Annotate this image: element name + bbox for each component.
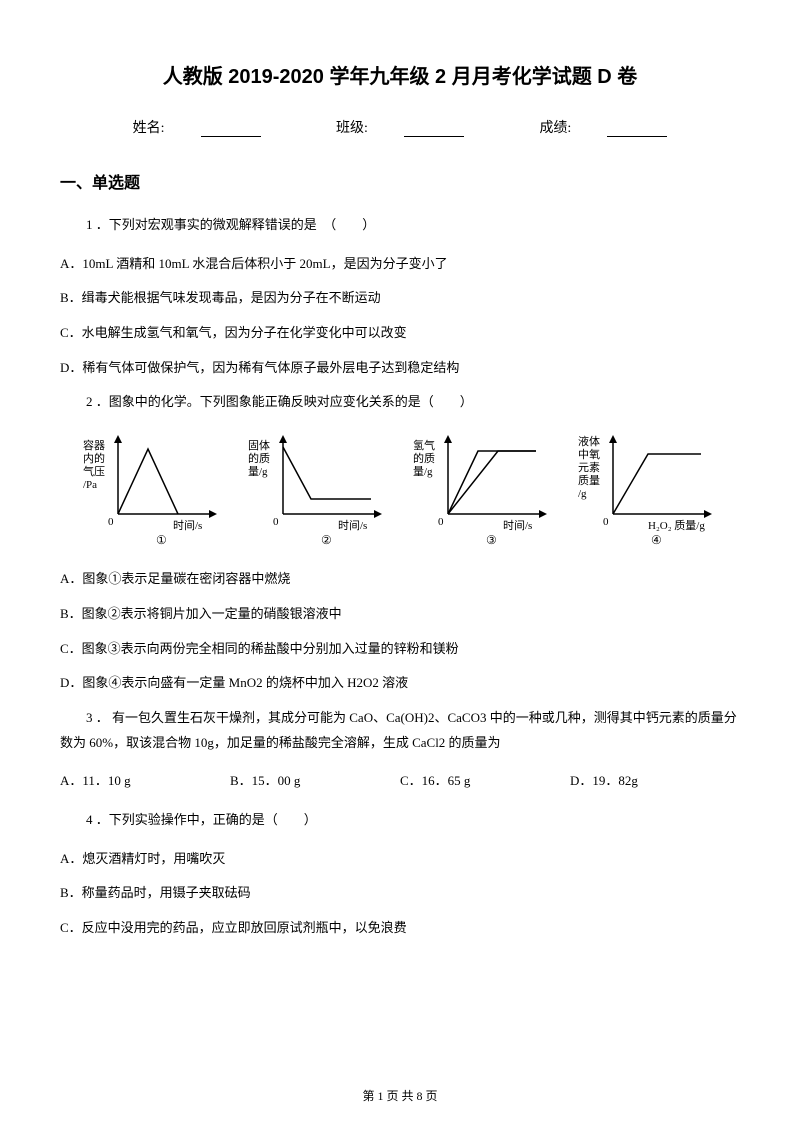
svg-text:0: 0: [108, 516, 114, 528]
chart3-yl2: 的质: [413, 451, 435, 465]
chart3-yl3: 量/g: [413, 465, 433, 478]
q2-stem: 2 ．图象中的化学。下列图象能正确反映对应变化关系的是（ ）: [60, 390, 740, 415]
chart4-yl1: 液体: [578, 434, 600, 448]
q1-opt-b: B．缉毒犬能根据气味发现毒品，是因为分子在不断运动: [60, 286, 740, 311]
footer-prefix: 第: [362, 1089, 377, 1103]
score-label: 成绩:: [539, 121, 571, 136]
chart1-yl3: 气压: [83, 464, 105, 478]
class-blank: [404, 123, 464, 137]
q1-stem: 1 ．下列对宏观事实的微观解释错误的是 （ ）: [60, 213, 740, 238]
q3-stem: 3 ． 有一包久置生石灰干燥剂，其成分可能为 CaO、Ca(OH)2、CaCO3…: [60, 706, 740, 755]
q4-opt-b: B．称量药品时，用镊子夹取砝码: [60, 881, 740, 906]
score-blank: [607, 123, 667, 137]
chart-1: 容器 内的 气压 /Pa 0 时间/s ①: [78, 429, 228, 549]
q3-options: A．11．10 g B．15．00 g C．16．65 g D．19．82g: [60, 769, 740, 794]
q4-stem: 4 ．下列实验操作中，正确的是（ ）: [60, 808, 740, 833]
class-label: 班级:: [336, 121, 368, 136]
svg-text:0: 0: [438, 516, 444, 528]
q3-opt-b: B．15．00 g: [230, 769, 400, 794]
chart4-yl4: 质量: [578, 474, 600, 487]
chart1-yl2: 内的: [83, 451, 105, 465]
q1-opt-d: D．稀有气体可做保护气，因为稀有气体原子最外层电子达到稳定结构: [60, 356, 740, 381]
charts-row: 容器 内的 气压 /Pa 0 时间/s ① 固体 的质 量/g 0 时间/s ②…: [60, 429, 740, 549]
chart2-yl1: 固体: [248, 438, 270, 452]
chart4-xlabel: H₂O₂ 质量/g: [648, 519, 705, 532]
page-title: 人教版 2019-2020 学年九年级 2 月月考化学试题 D 卷: [60, 60, 740, 89]
chart2-xlabel: 时间/s: [338, 519, 367, 532]
footer-suffix: 页: [423, 1089, 438, 1103]
chart2-yl3: 量/g: [248, 465, 268, 478]
name-blank: [201, 123, 261, 137]
q3-opt-d: D．19．82g: [570, 769, 740, 794]
info-line: 姓名: 班级: 成绩:: [60, 117, 740, 137]
q3-opt-c: C．16．65 g: [400, 769, 570, 794]
chart4-yl5: /g: [578, 488, 587, 500]
name-label: 姓名:: [133, 121, 165, 136]
q2-opt-a: A．图象①表示足量碳在密闭容器中燃烧: [60, 567, 740, 592]
q2-opt-c: C．图象③表示向两份完全相同的稀盐酸中分别加入过量的锌粉和镁粉: [60, 637, 740, 662]
section-title: 一、单选题: [60, 169, 740, 193]
q1-opt-c: C．水电解生成氢气和氧气，因为分子在化学变化中可以改变: [60, 321, 740, 346]
svg-text:0: 0: [603, 516, 609, 528]
q2-opt-b: B．图象②表示将铜片加入一定量的硝酸银溶液中: [60, 602, 740, 627]
q4-opt-a: A．熄灭酒精灯时，用嘴吹灭: [60, 847, 740, 872]
chart4-num: ④: [651, 533, 662, 547]
footer-mid: 页 共: [383, 1089, 416, 1103]
svg-text:0: 0: [273, 516, 279, 528]
chart1-xlabel: 时间/s: [173, 519, 202, 532]
chart3-num: ③: [486, 533, 497, 547]
chart-2: 固体 的质 量/g 0 时间/s ②: [243, 429, 393, 549]
chart4-yl3: 元素: [578, 461, 600, 474]
chart-3: 氢气 的质 量/g 0 时间/s ③: [408, 429, 558, 549]
chart1-yl1: 容器: [83, 438, 105, 452]
chart-4: 液体 中氧 元素 质量 /g 0 H₂O₂ 质量/g ④: [573, 429, 723, 549]
chart3-yl1: 氢气: [413, 438, 435, 452]
q4-opt-c: C．反应中没用完的药品，应立即放回原试剂瓶中，以免浪费: [60, 916, 740, 941]
chart2-num: ②: [321, 533, 332, 547]
q1-opt-a: A．10mL 酒精和 10mL 水混合后体积小于 20mL，是因为分子变小了: [60, 252, 740, 277]
chart1-num: ①: [156, 533, 167, 547]
q2-opt-d: D．图象④表示向盛有一定量 MnO2 的烧杯中加入 H2O2 溶液: [60, 671, 740, 696]
chart4-yl2: 中氧: [578, 447, 600, 461]
chart1-yl4: /Pa: [83, 479, 97, 491]
page-footer: 第 1 页 共 8 页: [0, 1087, 800, 1104]
q3-opt-a: A．11．10 g: [60, 769, 230, 794]
chart3-xlabel: 时间/s: [503, 519, 532, 532]
chart2-yl2: 的质: [248, 451, 270, 465]
